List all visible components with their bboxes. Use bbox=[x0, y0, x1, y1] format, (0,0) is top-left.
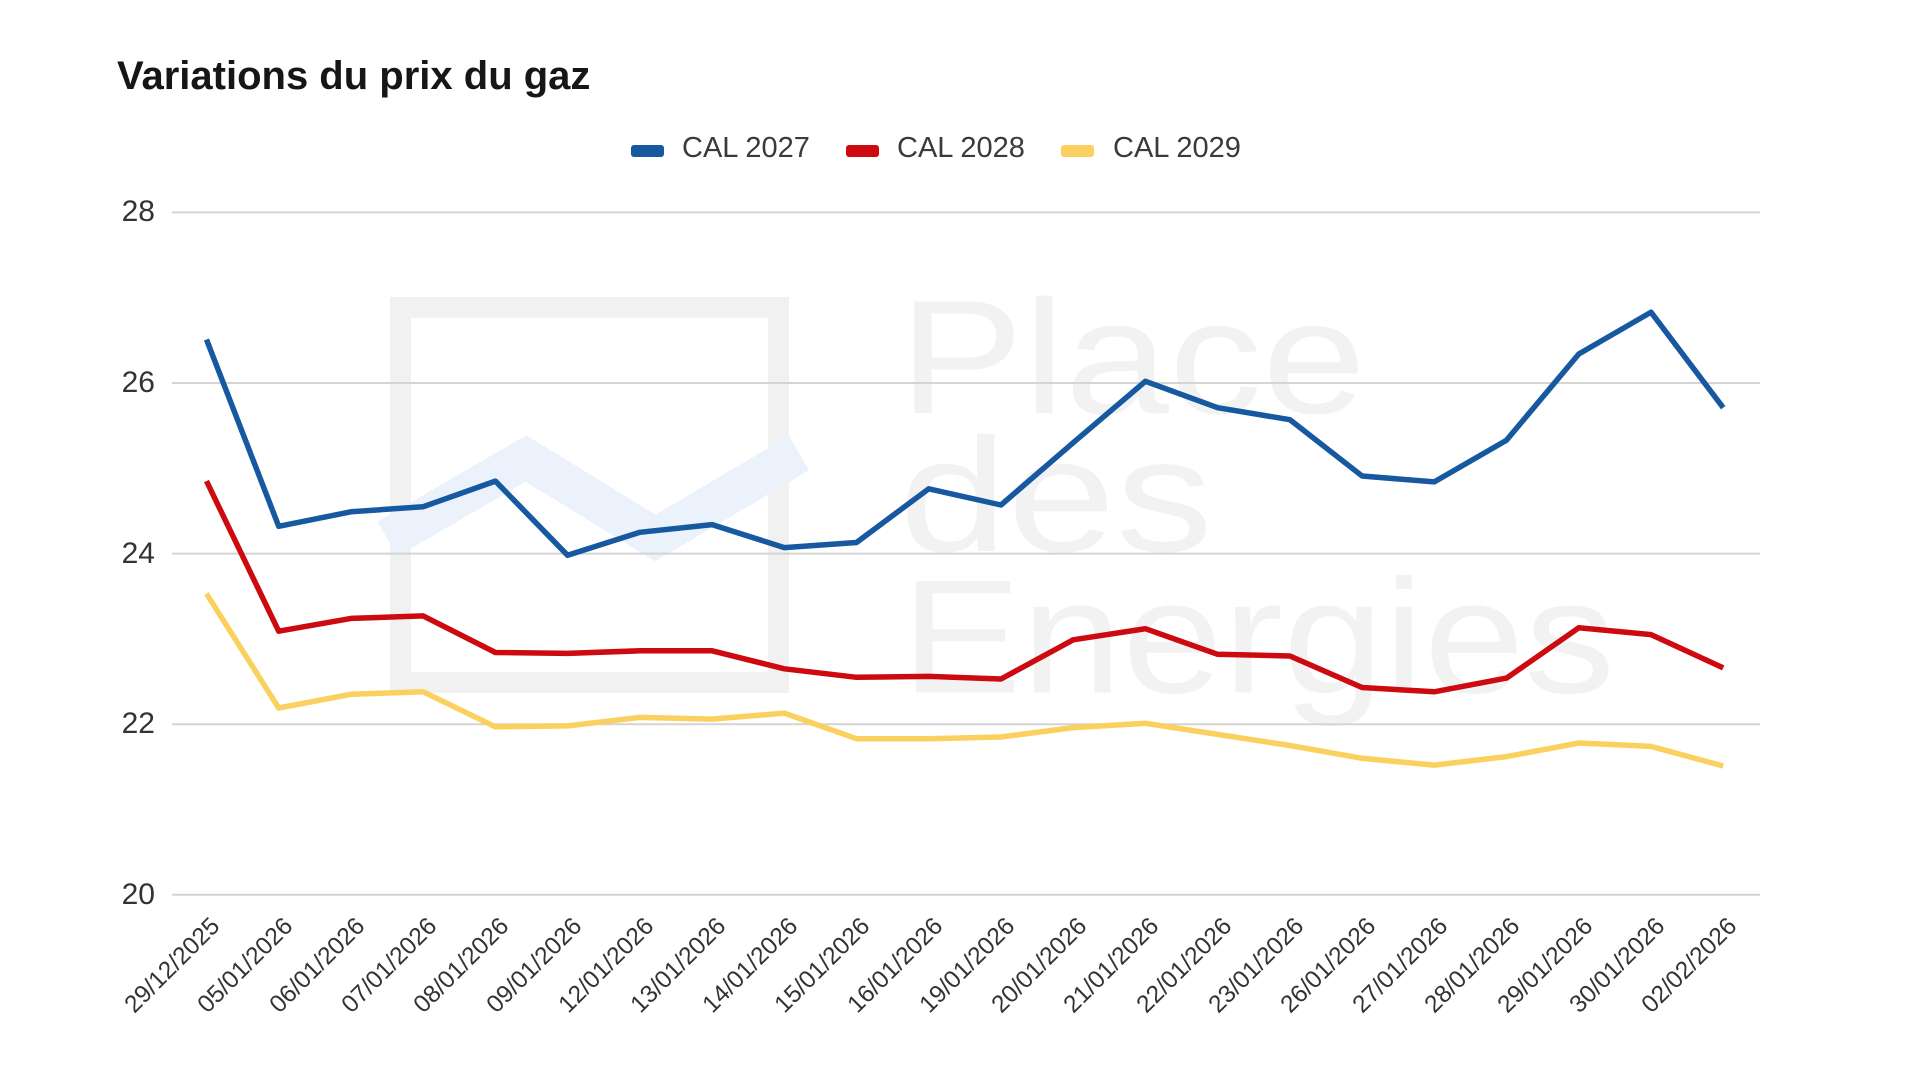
svg-text:Energies: Energies bbox=[901, 547, 1615, 728]
